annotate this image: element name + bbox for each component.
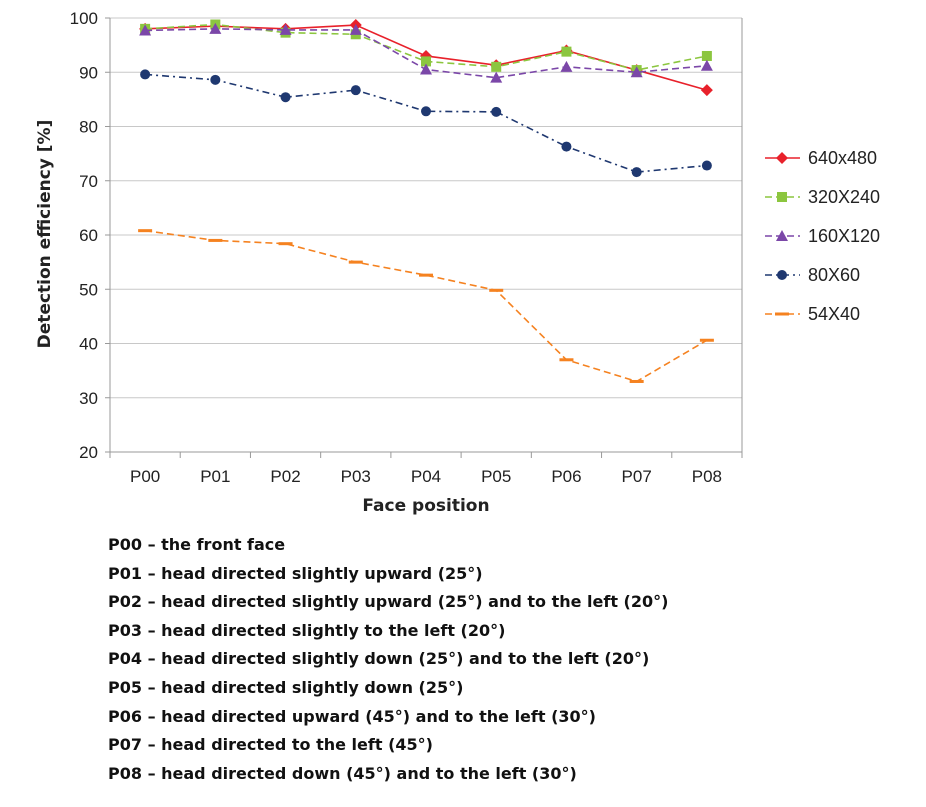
data-point: [138, 229, 153, 233]
x-tick-labels: P00 P01 P02 P03 P04 P05 P06 P07 P08: [109, 452, 743, 486]
data-point: [699, 338, 714, 342]
series-layer: [138, 19, 714, 383]
data-point: [491, 106, 502, 117]
data-point: [559, 358, 574, 362]
y-tick-label: 90: [79, 63, 98, 82]
note-p02: P02 – head directed slightly upward (25°…: [108, 592, 669, 612]
note-p00: P00 – the front face: [108, 535, 286, 554]
x-tick-label: P07: [622, 467, 652, 486]
data-point: [140, 69, 151, 80]
data-point: [776, 152, 788, 164]
data-point: [348, 260, 363, 264]
note-p03: P03 – head directed slightly to the left…: [108, 620, 506, 640]
x-tick-label: P01: [200, 467, 230, 486]
data-point: [489, 288, 504, 292]
x-tick-label: P05: [481, 467, 511, 486]
series-line: [145, 229, 708, 383]
data-point: [209, 22, 222, 34]
y-tick-label: 20: [79, 443, 98, 462]
note-p07: P07 – head directed to the left (45°): [108, 735, 433, 755]
x-tick-label: P02: [270, 467, 300, 486]
data-point: [349, 23, 362, 35]
note-p01: P01 – head directed slightly upward (25°…: [108, 563, 483, 583]
note-p04: P04 – head directed slightly down (25°) …: [108, 649, 650, 669]
legend-label: 80X60: [808, 265, 860, 285]
y-tick-label: 40: [79, 335, 98, 354]
y-tick-label: 60: [79, 226, 98, 245]
data-point: [491, 61, 502, 72]
position-notes: P00 – the front face P01 – head directed…: [108, 531, 668, 788]
legend-item: 320X240: [765, 187, 880, 207]
data-point: [421, 56, 431, 67]
series-160X120: [139, 22, 713, 83]
series-54X40: [138, 229, 714, 383]
data-point: [278, 242, 293, 246]
y-tick-label: 70: [79, 172, 98, 191]
legend-label: 320X240: [808, 187, 880, 207]
data-point: [560, 60, 573, 72]
data-point: [776, 230, 788, 241]
y-tick-label: 30: [79, 389, 98, 408]
data-point: [279, 23, 292, 35]
legend-item: 80X60: [765, 265, 860, 285]
data-point: [701, 50, 712, 61]
x-tick-label: P00: [130, 467, 160, 486]
x-tick-label: P08: [692, 467, 722, 486]
data-point: [280, 92, 291, 103]
note-p08: P08 – head directed down (45°) and to th…: [108, 763, 577, 783]
data-point: [700, 59, 713, 71]
data-point: [777, 270, 787, 280]
y-tick-label: 80: [79, 118, 98, 137]
data-point: [630, 66, 643, 78]
data-point: [561, 46, 572, 57]
note-p05: P05 – head directed slightly down (25°): [108, 677, 464, 697]
y-tick-label: 100: [70, 9, 98, 28]
data-point: [631, 167, 642, 178]
x-tick-label: P03: [341, 467, 371, 486]
data-point: [421, 106, 431, 117]
legend-label: 640x480: [808, 148, 877, 168]
data-point: [490, 71, 503, 83]
legend-label: 160X120: [808, 226, 880, 246]
gridlines: [110, 17, 742, 453]
data-point: [700, 84, 713, 97]
data-point: [210, 74, 221, 85]
legend-item: 640x480: [765, 148, 877, 168]
data-point: [420, 63, 432, 75]
data-point: [775, 312, 789, 316]
data-point: [350, 85, 361, 96]
series-80X60: [140, 69, 712, 178]
legend-item: 54X40: [765, 304, 860, 324]
series-line: [145, 73, 707, 173]
data-point: [419, 273, 433, 277]
data-point: [629, 379, 644, 383]
data-point: [561, 141, 572, 152]
legend: 640x480 320X240 160X120 80X60 54X40: [765, 148, 880, 324]
y-tick-labels: 20 30 40 50 60 70 80 90 100: [70, 9, 110, 462]
x-tick-label: P06: [551, 467, 581, 486]
x-axis-title: Face position: [362, 496, 489, 516]
data-point: [139, 24, 152, 36]
x-tick-label: P04: [411, 467, 441, 486]
data-point: [701, 160, 712, 171]
y-axis-title: Detection efficiency [%]: [35, 120, 55, 349]
legend-label: 54X40: [808, 304, 860, 324]
y-tick-label: 50: [79, 280, 98, 299]
legend-item: 160X120: [765, 226, 880, 246]
note-p06: P06 – head directed upward (45°) and to …: [108, 706, 596, 726]
data-point: [777, 192, 787, 202]
data-point: [208, 238, 223, 242]
